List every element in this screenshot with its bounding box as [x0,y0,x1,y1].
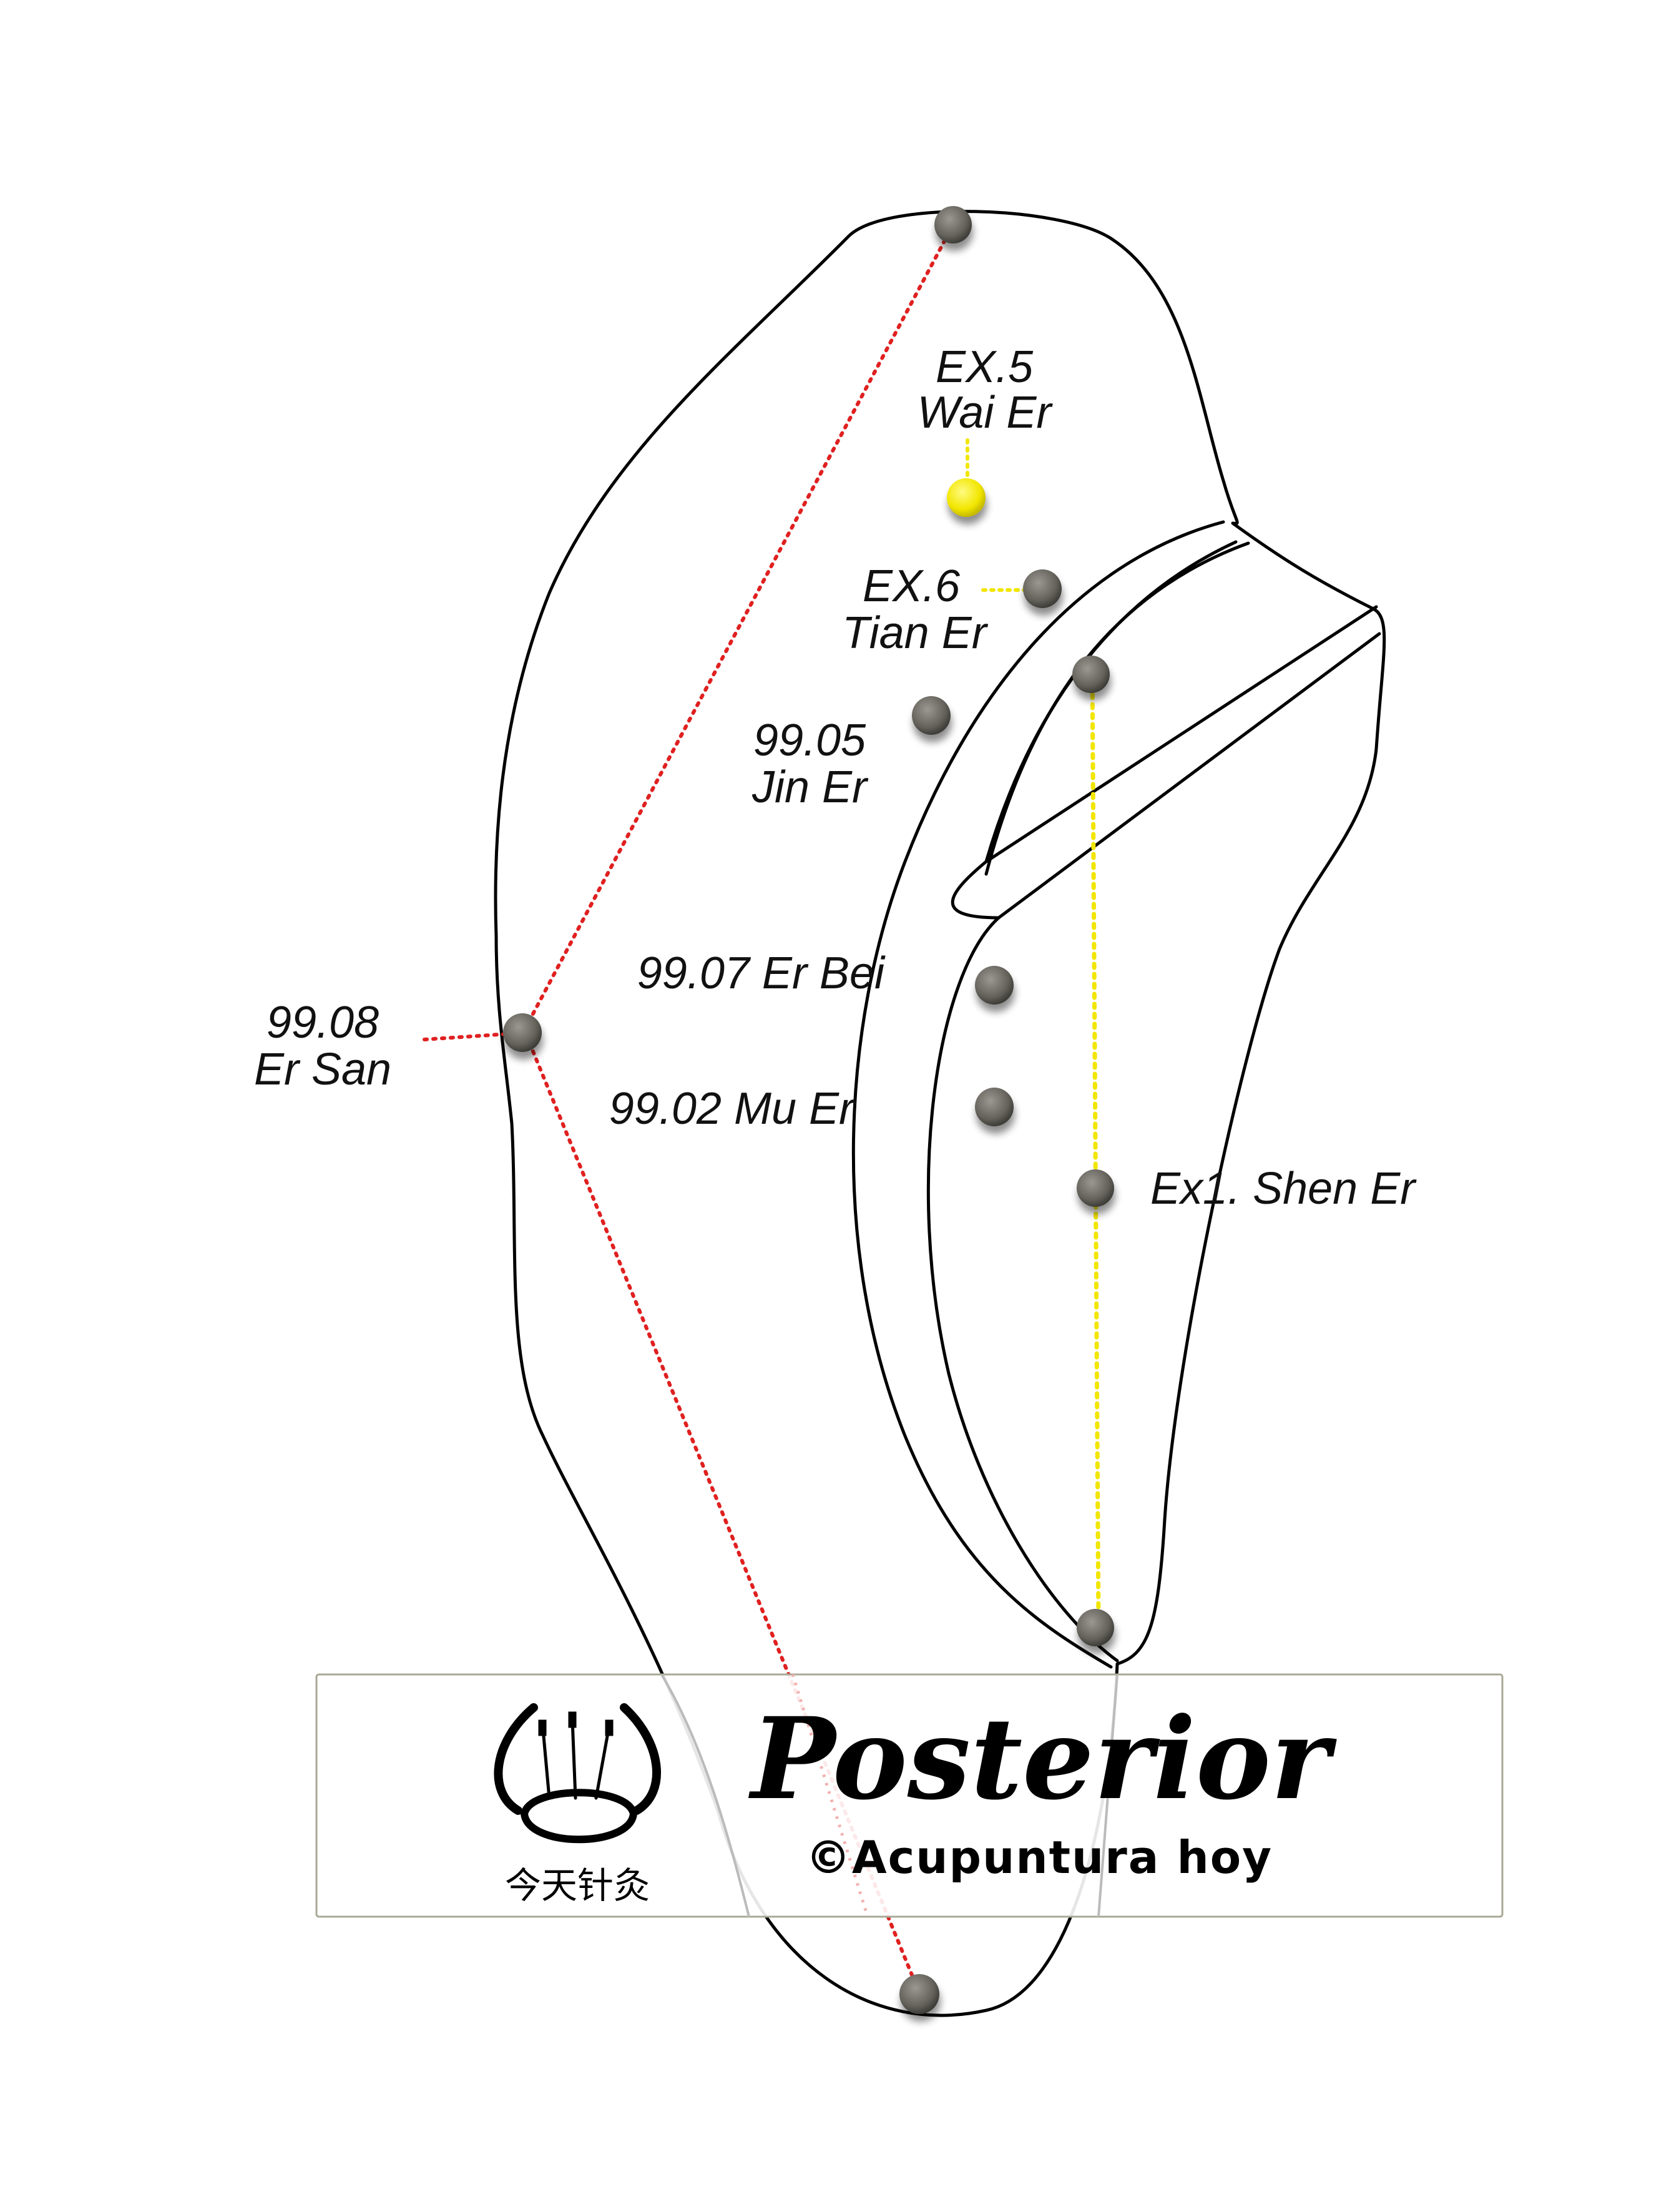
label-er-bei: 99.07 Er Bei [637,948,886,998]
logo-needle-3 [594,1728,610,1800]
red-line-behind-banner [791,1674,869,1917]
logo-bowl [520,1789,638,1844]
label-shen-er: Ex1. Shen Er [1150,1164,1417,1214]
point-helix-bottom[interactable] [1077,1609,1114,1646]
point-labels: EX.5 Wai Er EX.6 Tian Er 99.05 Jin Er 99… [254,342,1417,1214]
logo-needle-2 [570,1718,577,1800]
label-jin-er-name: Jin Er [751,762,869,812]
helix-fold-outer [851,520,1225,1669]
point-er-san[interactable] [503,1013,542,1052]
banner-copyright: ©Acupuntura hoy [806,1831,1273,1884]
lobe-outline-behind-banner [660,1673,1118,1917]
banner: 今天针灸 Posterior ©Acupuntura hoy [315,1673,1504,1918]
banner-title: Posterior [748,1693,1337,1825]
point-er-bei[interactable] [975,966,1014,1005]
logo-needle-1 [541,1728,551,1800]
point-lobe-bottom[interactable] [899,1974,939,2014]
helix-wedge [951,540,1381,920]
point-jin-er[interactable] [912,696,951,735]
point-apex[interactable] [934,206,972,243]
yellow-guide-line [1090,672,1101,1626]
logo-needle-handle-1 [538,1719,547,1736]
point-tian-er[interactable] [1023,569,1062,608]
logo-left-arc [494,1703,538,1815]
logo-needle-handle-3 [605,1719,614,1736]
logo-needle-handle-2 [568,1711,577,1728]
label-mu-er: 99.02 Mu Er [609,1084,856,1134]
label-wai-er-name: Wai Er [918,388,1054,438]
point-mu-er[interactable] [975,1088,1014,1126]
label-wai-er-code: EX.5 [936,342,1034,392]
label-tian-er-name: Tian Er [842,608,988,658]
red-leader-er-san [423,1031,520,1041]
label-er-san-name: Er San [254,1045,391,1094]
point-helix-top[interactable] [1072,656,1110,693]
label-er-san-code: 99.08 [267,998,379,1048]
logo-caption: 今天针灸 [505,1864,650,1907]
acupoints [503,206,1114,2014]
logo-right-arc [620,1703,661,1815]
point-shen-er[interactable] [1077,1169,1114,1207]
label-tian-er-code: EX.6 [863,561,961,611]
point-wai-er[interactable] [947,478,986,517]
acupuncture-logo [494,1703,661,1844]
label-jin-er-code: 99.05 [753,715,866,765]
